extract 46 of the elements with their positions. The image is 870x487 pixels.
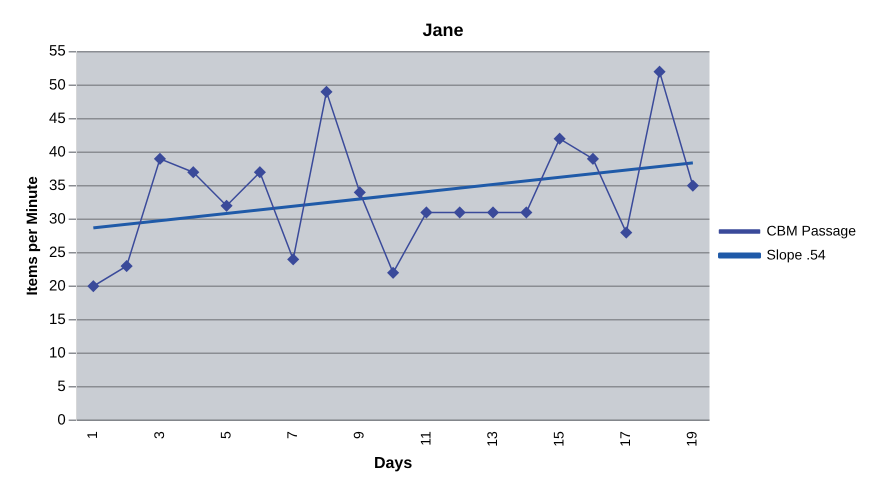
y-tick-label: 50 <box>48 76 66 94</box>
y-tick-label: 0 <box>57 411 66 428</box>
y-tick-label: 55 <box>48 42 66 60</box>
x-tick-label: 15 <box>550 431 566 447</box>
point <box>654 66 666 78</box>
x-axis-title: Days <box>374 454 412 472</box>
x-tick-label: 3 <box>150 431 167 440</box>
point <box>254 166 266 178</box>
legend-label: Slope .54 <box>766 246 826 262</box>
point <box>220 200 232 212</box>
point <box>420 206 432 218</box>
y-tick-label: 30 <box>48 210 66 228</box>
point <box>554 132 566 144</box>
point <box>587 153 599 165</box>
x-tick-label: 9 <box>350 431 367 440</box>
chart-title: Jane <box>422 20 464 40</box>
point <box>687 180 699 192</box>
x-tick-label: 13 <box>484 431 500 447</box>
point <box>320 86 332 98</box>
x-tick-label: 19 <box>684 431 700 447</box>
legend-label: CBM Passage <box>766 222 856 238</box>
y-tick-label: 40 <box>48 143 66 160</box>
y-tick-label: 25 <box>48 244 66 261</box>
y-tick-label: 45 <box>48 110 66 127</box>
point <box>454 206 466 218</box>
y-tick-label: 5 <box>57 378 66 395</box>
x-tick-label: 5 <box>217 431 234 440</box>
point <box>487 206 499 218</box>
point <box>620 226 632 238</box>
y-tick-label: 35 <box>48 176 66 194</box>
point <box>88 280 100 292</box>
x-tick-label: 1 <box>84 431 100 440</box>
point <box>287 254 299 266</box>
point <box>520 206 532 218</box>
y-tick-label: 15 <box>48 310 66 328</box>
y-tick-label: 20 <box>48 277 66 294</box>
y-tick-label: 10 <box>48 344 66 362</box>
point <box>154 153 166 165</box>
x-tick-label: 7 <box>284 431 300 440</box>
point <box>387 267 399 279</box>
point <box>120 260 132 272</box>
x-tick-label: 11 <box>417 431 434 446</box>
point <box>354 186 366 198</box>
y-axis-title: Items per Minute <box>24 176 42 296</box>
point <box>188 166 200 178</box>
x-tick-label: 17 <box>617 431 634 447</box>
